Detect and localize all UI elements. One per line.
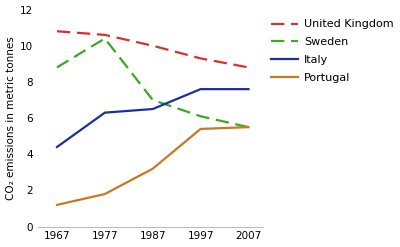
Italy [246, 88, 251, 91]
United Kingdom [150, 44, 155, 47]
Italy [198, 88, 203, 91]
United Kingdom [198, 57, 203, 60]
United Kingdom [54, 30, 59, 33]
Legend: United Kingdom, Sweden, Italy, Portugal: United Kingdom, Sweden, Italy, Portugal [271, 20, 394, 83]
Line: Portugal: Portugal [57, 127, 248, 205]
Italy [150, 107, 155, 110]
Portugal [198, 127, 203, 130]
Sweden [150, 99, 155, 102]
Sweden [198, 115, 203, 118]
Portugal [150, 167, 155, 170]
Italy [54, 145, 59, 148]
Sweden [54, 66, 59, 69]
Sweden [102, 37, 107, 40]
Portugal [54, 203, 59, 206]
Portugal [246, 126, 251, 129]
Line: Sweden: Sweden [57, 39, 248, 127]
United Kingdom [102, 33, 107, 36]
Y-axis label: CO₂ emissions in metric tonnes: CO₂ emissions in metric tonnes [6, 36, 16, 200]
Line: Italy: Italy [57, 89, 248, 147]
Portugal [102, 193, 107, 196]
Sweden [246, 126, 251, 129]
Italy [102, 111, 107, 114]
United Kingdom [246, 66, 251, 69]
Line: United Kingdom: United Kingdom [57, 31, 248, 67]
